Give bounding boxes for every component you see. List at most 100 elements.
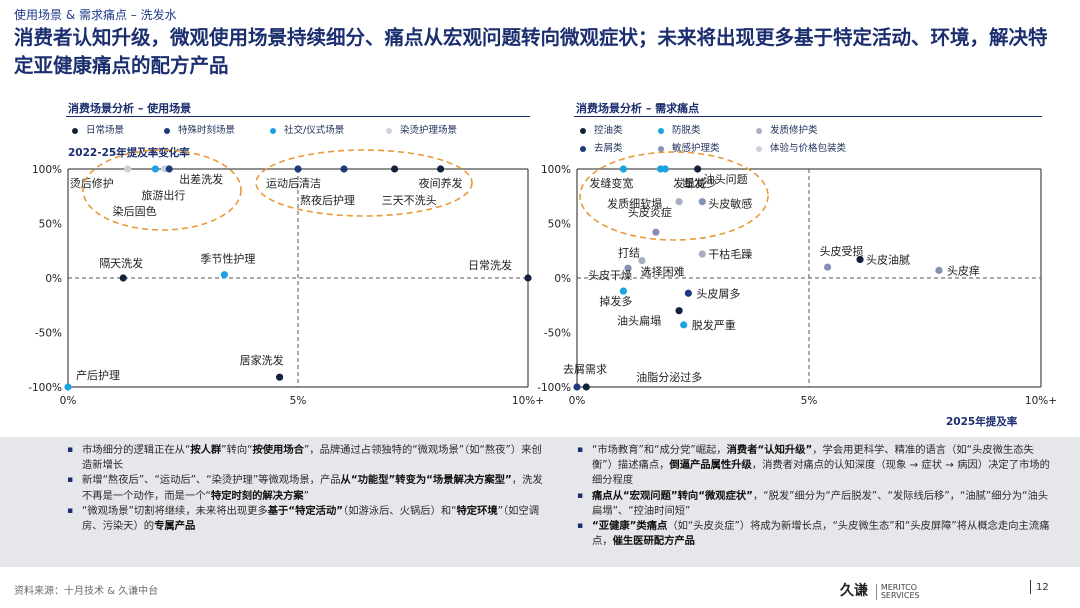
data-point — [675, 198, 683, 206]
data-label: 居家洗发 — [240, 353, 284, 367]
logo-text-en-2: SERVICES — [880, 590, 920, 600]
data-point — [823, 263, 832, 271]
highlight-ellipse — [82, 149, 242, 231]
left-panel-title: 消费场景分析 – 使用场景 — [68, 102, 192, 115]
legend-swatch — [386, 127, 392, 134]
y-tick-label: -100% — [537, 382, 571, 394]
right-panel-title: 消费场景分析 – 需求痛点 — [576, 102, 700, 115]
data-point — [680, 321, 688, 329]
logo-text-cn: 久谦 — [840, 583, 868, 599]
legend-swatch — [580, 127, 586, 134]
legend-item: 日常场景 — [72, 122, 124, 136]
y-tick-label: 100% — [32, 164, 62, 176]
legend-item: 防脱类 — [658, 122, 701, 136]
data-label: 头皮屑多 — [696, 286, 740, 300]
left-insights: 市场细分的逻辑正在从“按人群”转向“按使用场合”，品牌通过占领独特的“微观场景”… — [66, 443, 546, 534]
insight-bullet: “亚健康”类痛点（如“头皮炎症”）将成为新增长点，“头皮微生态”和“头皮屏障”将… — [576, 519, 1054, 549]
data-point — [573, 383, 581, 391]
data-point — [619, 165, 628, 173]
data-label: 头皮敏感 — [708, 197, 752, 211]
data-point — [64, 383, 72, 391]
data-point — [340, 165, 348, 173]
data-label: 打结 — [618, 246, 640, 260]
data-label: 掉发多 — [599, 294, 632, 308]
data-label: 产后护理 — [76, 368, 120, 382]
data-point — [124, 165, 132, 173]
data-point — [675, 307, 683, 315]
page-number: 12 — [1036, 582, 1049, 593]
legend-label: 敏感护理类 — [672, 143, 720, 154]
y-tick-label: 0% — [554, 273, 571, 285]
data-point — [698, 198, 706, 206]
legend-item: 社交/仪式场景 — [270, 122, 344, 136]
data-point — [856, 255, 864, 264]
data-point — [698, 250, 706, 258]
y-tick-label: -50% — [544, 328, 571, 340]
right-x-axis-title: 2025年提及率 — [946, 416, 1018, 428]
legend-label: 防脱类 — [672, 125, 701, 136]
breadcrumb: 使用场景 & 需求痛点 – 洗发水 — [14, 8, 177, 22]
data-point — [276, 373, 284, 381]
data-point — [652, 228, 660, 236]
data-point — [220, 271, 228, 279]
legend-swatch — [658, 127, 664, 134]
insight-bullet: 痛点从“宏观问题”转向“微观症状”，“脱发”细分为“产后脱发”、“发际线后移”，… — [576, 489, 1054, 519]
page-title: 消费者认知升级，微观使用场景持续细分、痛点从宏观问题转向微观症状；未来将出现更多… — [14, 26, 1048, 77]
legend-item: 发质修护类 — [756, 122, 818, 136]
data-point — [694, 165, 702, 173]
x-tick-label: 0% — [60, 395, 77, 407]
x-tick-label: 0% — [569, 395, 586, 407]
data-label: 隔天洗发 — [99, 256, 143, 270]
data-label: 头皮干燥 — [588, 269, 632, 282]
data-label: 头皮受损 — [820, 244, 864, 258]
data-label: 夜间养发 — [419, 176, 463, 190]
legend-swatch — [756, 145, 762, 152]
data-label: 断发 — [683, 176, 705, 190]
y-tick-label: 50% — [548, 219, 571, 231]
legend-item: 控油类 — [580, 122, 623, 136]
insight-bullet: “微观场景”切割将继续，未来将出现更多基于“特定活动”（如游泳后、火锅后）和“特… — [66, 504, 546, 534]
legend-label: 社交/仪式场景 — [284, 125, 345, 136]
y-tick-label: -100% — [28, 382, 62, 394]
data-label: 油脂分泌过多 — [636, 370, 702, 384]
x-tick-label: 10%+ — [1025, 395, 1057, 407]
footer-divider — [1030, 580, 1031, 594]
x-tick-label: 5% — [290, 395, 307, 407]
y-tick-label: -50% — [35, 328, 62, 340]
data-label: 染后固色 — [113, 204, 157, 218]
legend-item: 体验与价格包装类 — [756, 140, 846, 154]
y-tick-label: 50% — [39, 219, 62, 231]
legend-label: 日常场景 — [86, 125, 125, 136]
data-label: 头皮油腻 — [866, 252, 910, 266]
data-label: 旅游出行 — [141, 188, 185, 202]
data-label: 发缝变宽 — [589, 176, 633, 190]
legend-swatch — [164, 127, 170, 134]
legend-label: 特殊时刻场景 — [178, 125, 236, 136]
data-label: 去屑需求 — [563, 363, 607, 376]
data-point — [151, 165, 159, 173]
insight-bullet: “市场教育”和“成分党”崛起，消费者“认知升级”，学会用更科学、精准的语言（如“… — [576, 443, 1054, 489]
data-label: 干枯毛躁 — [708, 247, 752, 261]
y-tick-label: 100% — [541, 164, 571, 176]
y-tick-label: 0% — [45, 273, 62, 285]
x-tick-label: 5% — [801, 395, 818, 407]
legend-label: 体验与价格包装类 — [770, 143, 847, 154]
data-label: 烫后修护 — [70, 176, 114, 190]
data-point — [582, 383, 590, 391]
data-point — [624, 264, 632, 272]
legend-swatch — [580, 145, 586, 152]
legend-item: 敏感护理类 — [658, 140, 720, 154]
logo-text-en-1: MERITCO — [880, 582, 918, 592]
data-point — [684, 289, 692, 297]
data-label: 油头扁塌 — [617, 314, 661, 328]
data-label: 脱发严重 — [692, 318, 736, 332]
data-label: 头皮痒 — [947, 263, 980, 277]
legend-label: 控油类 — [594, 125, 623, 136]
right-insights: “市场教育”和“成分党”崛起，消费者“认知升级”，学会用更科学、精准的语言（如“… — [576, 443, 1054, 549]
legend-swatch — [270, 127, 276, 134]
data-label: 头皮炎症 — [628, 205, 672, 219]
data-point — [437, 165, 445, 173]
highlight-ellipse — [255, 149, 473, 217]
data-point — [165, 165, 173, 173]
data-point — [524, 274, 532, 282]
